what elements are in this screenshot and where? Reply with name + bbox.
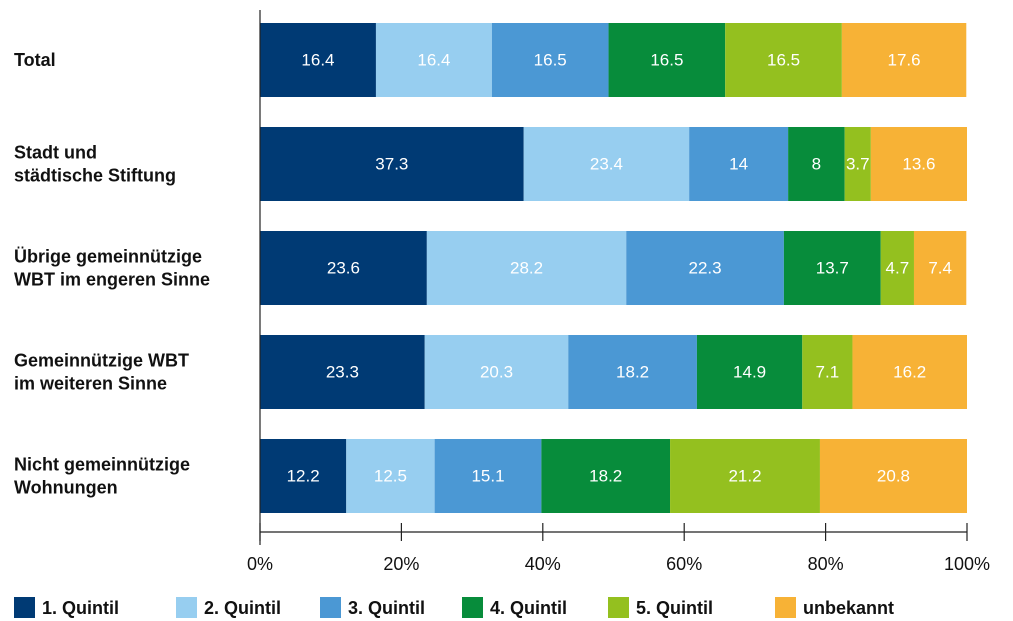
legend-swatch — [176, 597, 197, 618]
x-tick-label: 40% — [525, 554, 561, 574]
bar-segment — [541, 439, 671, 513]
x-tick-label: 80% — [808, 554, 844, 574]
data-label: 16.2 — [893, 363, 926, 382]
data-label: 15.1 — [471, 467, 504, 486]
bar-segment — [841, 23, 967, 97]
bar-segment — [434, 439, 542, 513]
data-label: 16.5 — [767, 51, 800, 70]
data-label: 12.2 — [287, 467, 320, 486]
data-label: 20.8 — [877, 467, 910, 486]
data-label: 7.4 — [928, 259, 952, 278]
legend-swatch — [14, 597, 35, 618]
bar-segment — [608, 23, 726, 97]
data-label: 18.2 — [616, 363, 649, 382]
data-label: 23.6 — [327, 259, 360, 278]
category-label: Übrige gemeinnützige WBT im engeren Sinne — [14, 247, 210, 290]
bar-segment — [260, 231, 427, 305]
data-label: 18.2 — [589, 467, 622, 486]
legend-label: 2. Quintil — [204, 598, 281, 618]
x-axis: 0% 20% 40% 60% 80% 100% — [247, 10, 990, 574]
x-tick-label: 100% — [944, 554, 990, 574]
data-label: 16.5 — [534, 51, 567, 70]
category-label-line: städtische Stiftung — [14, 166, 176, 186]
bar-segment — [689, 127, 789, 201]
bar-segment — [260, 127, 524, 201]
data-label: 4.7 — [886, 259, 910, 278]
category-label: Nicht gemeinnützige Wohnungen — [14, 455, 190, 498]
data-label: 8 — [812, 155, 821, 174]
bar-segment — [491, 23, 609, 97]
category-label-line: im weiteren Sinne — [14, 374, 167, 394]
bar-segment — [670, 439, 820, 513]
data-label: 20.3 — [480, 363, 513, 382]
category-label: Gemeinnützige WBT im weiteren Sinne — [14, 351, 189, 394]
category-label-line: Wohnungen — [14, 478, 118, 498]
bar-segment — [426, 231, 627, 305]
data-label: 23.4 — [590, 155, 623, 174]
bars-group: 16.4 16.4 16.5 16.5 16.5 17.6 37.3 23.4 14 8 3.7 13… — [260, 23, 967, 513]
bar-segment — [852, 335, 967, 409]
bar-segment — [424, 335, 569, 409]
category-label-line: Total — [14, 50, 56, 70]
bar-segment — [523, 127, 690, 201]
bar-segment — [346, 439, 435, 513]
category-label-line: WBT im engeren Sinne — [14, 270, 210, 290]
legend-swatch — [462, 597, 483, 618]
data-label: 13.6 — [902, 155, 935, 174]
bar-segment — [568, 335, 697, 409]
legend-swatch — [775, 597, 796, 618]
data-label: 12.5 — [374, 467, 407, 486]
category-label: Total — [14, 50, 56, 70]
data-label: 37.3 — [375, 155, 408, 174]
bar-segment — [626, 231, 784, 305]
bar-segment — [696, 335, 803, 409]
legend-label: 1. Quintil — [42, 598, 119, 618]
legend-swatch — [320, 597, 341, 618]
legend-label: 3. Quintil — [348, 598, 425, 618]
data-label: 16.5 — [650, 51, 683, 70]
bar-segment — [260, 439, 347, 513]
x-tick-label: 0% — [247, 554, 273, 574]
data-label: 14 — [729, 155, 748, 174]
data-label: 22.3 — [689, 259, 722, 278]
bar-segment — [880, 231, 914, 305]
bar-segment — [844, 127, 871, 201]
x-tick-label: 20% — [383, 554, 419, 574]
category-label-line: Gemeinnützige WBT — [14, 351, 189, 371]
legend-label: unbekannt — [803, 598, 894, 618]
category-label-line: Nicht gemeinnützige — [14, 455, 190, 475]
legend-label: 5. Quintil — [636, 598, 713, 618]
data-label: 7.1 — [816, 363, 840, 382]
data-label: 14.9 — [733, 363, 766, 382]
bar-segment — [725, 23, 842, 97]
legend: 1. Quintil 2. Quintil 3. Quintil 4. Quintil… — [14, 597, 894, 618]
data-label: 17.6 — [888, 51, 921, 70]
data-label: 16.4 — [417, 51, 450, 70]
data-label: 13.7 — [816, 259, 849, 278]
bar-segment — [913, 231, 967, 305]
category-labels: Total Stadt und städtische Stiftung Übrige … — [14, 50, 210, 498]
data-label: 16.4 — [301, 51, 334, 70]
bar-segment — [260, 335, 425, 409]
legend-swatch — [608, 597, 629, 618]
category-label: Stadt und städtische Stiftung — [14, 143, 176, 186]
bar-segment — [802, 335, 853, 409]
bar-segment — [788, 127, 845, 201]
bar-segment — [375, 23, 492, 97]
data-label: 28.2 — [510, 259, 543, 278]
legend-label: 4. Quintil — [490, 598, 567, 618]
bar-segment — [870, 127, 967, 201]
data-label: 23.3 — [326, 363, 359, 382]
bar-segment — [260, 23, 376, 97]
data-label: 3.7 — [846, 155, 870, 174]
category-label-line: Übrige gemeinnützige — [14, 247, 202, 267]
bar-segment — [819, 439, 967, 513]
bar-segment — [783, 231, 881, 305]
data-label: 21.2 — [728, 467, 761, 486]
x-tick-label: 60% — [666, 554, 702, 574]
category-label-line: Stadt und — [14, 143, 97, 163]
